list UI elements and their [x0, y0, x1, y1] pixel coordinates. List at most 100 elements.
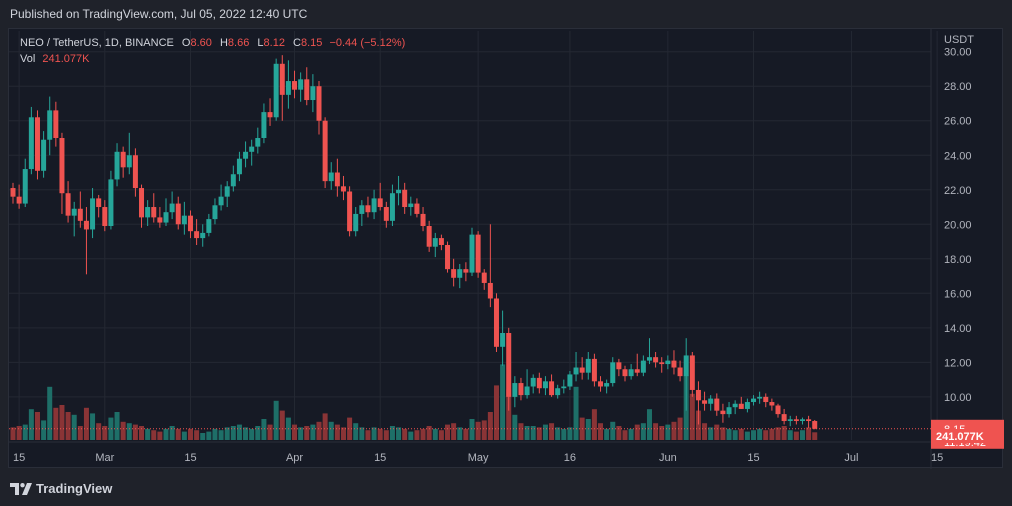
candle-body — [585, 358, 591, 373]
volume-bars — [10, 364, 818, 440]
volume-bar — [83, 407, 89, 440]
candle-body — [738, 403, 744, 409]
volume-bar — [224, 427, 230, 440]
candle-body — [169, 203, 175, 213]
volume-bar — [604, 428, 610, 440]
candle-body — [757, 396, 763, 399]
candle-body — [714, 398, 720, 411]
candle-body — [22, 169, 28, 204]
volume-bar — [781, 426, 787, 440]
candle-body — [353, 213, 359, 232]
volume-bar — [549, 423, 555, 440]
candle-body — [249, 146, 255, 152]
candle-body — [695, 389, 701, 401]
legend-open: 8.60 — [190, 37, 212, 49]
price-tick-label: 14.00 — [944, 323, 972, 335]
volume-bar — [542, 424, 548, 440]
price-tick-label: 18.00 — [944, 254, 972, 266]
legend-symbol[interactable]: NEO / TetherUS, 1D, BINANCE — [20, 37, 174, 49]
candle-body — [622, 369, 628, 377]
candle-body — [334, 172, 340, 187]
volume-bar — [665, 424, 671, 440]
candle-body — [157, 217, 163, 223]
candle-body — [720, 410, 726, 415]
tradingview-logo[interactable]: TradingView — [10, 481, 112, 496]
candle-body — [175, 203, 181, 225]
candle-body — [365, 205, 371, 213]
candle-body — [781, 414, 787, 422]
candle-body — [243, 151, 249, 159]
volume-bar — [738, 428, 744, 440]
volume-bar — [249, 428, 255, 440]
volume-bar — [126, 423, 132, 440]
volume-bar — [334, 424, 340, 440]
time-tick-label: 15 — [13, 452, 25, 464]
candle-body — [751, 398, 757, 403]
volume-bar — [187, 428, 193, 440]
candle-body — [445, 244, 451, 270]
volume-bar — [255, 426, 261, 440]
price-tick-label: 22.00 — [944, 185, 972, 197]
candle-body — [732, 403, 738, 408]
volume-bar — [377, 428, 383, 440]
candle-body — [769, 402, 775, 406]
candlestick-chart[interactable]: 10.00 12.00 14.00 16.00 18.00 20.00 22.00 24.00… — [9, 29, 1004, 469]
volume-bar — [108, 417, 114, 440]
candle-body — [310, 86, 316, 101]
candle-body — [273, 63, 279, 118]
legend-vol-label[interactable]: Vol — [20, 53, 36, 65]
volume-bar — [714, 424, 720, 440]
volume-bar — [530, 426, 536, 440]
candle-body — [218, 196, 224, 206]
candle-body — [646, 357, 652, 361]
candle-body — [512, 383, 518, 397]
volume-bar — [261, 419, 267, 440]
volume-bar — [347, 417, 353, 440]
volume-bar — [340, 427, 346, 440]
volume-bar — [500, 364, 506, 440]
volume-bar — [151, 430, 157, 440]
volume-bar — [414, 430, 420, 440]
legend-row-volume: Vol 241.077K — [20, 51, 405, 67]
legend-close: 8.15 — [300, 37, 323, 49]
volume-bar — [457, 427, 463, 440]
candle-body — [347, 191, 353, 232]
candle-body — [628, 369, 634, 377]
volume-bar — [420, 428, 426, 440]
candle-body — [555, 388, 561, 396]
candle-body — [451, 269, 457, 278]
volume-bar — [163, 428, 169, 440]
volume-bar — [90, 413, 96, 440]
volume-bar — [157, 431, 163, 440]
volume-bar — [365, 430, 371, 440]
candle-body — [383, 207, 389, 221]
tradingview-logo-icon — [10, 482, 32, 495]
chart-frame[interactable]: 10.00 12.00 14.00 16.00 18.00 20.00 22.00 24.00… — [8, 28, 1004, 469]
volume-bar — [181, 431, 187, 440]
volume-bar — [493, 385, 499, 440]
volume-bar — [451, 423, 457, 440]
time-tick-label: 16 — [564, 452, 576, 464]
candle-body — [530, 377, 536, 387]
candle-body — [653, 357, 659, 363]
candle-body — [53, 110, 59, 138]
candle-body — [279, 63, 285, 95]
volume-bar — [389, 426, 395, 440]
volume-bar — [65, 412, 71, 440]
candle-body — [438, 238, 444, 245]
candle-body — [402, 189, 408, 208]
candle-body — [561, 386, 567, 389]
volume-bar — [751, 430, 757, 440]
candle-body — [132, 155, 138, 189]
volume-bar — [524, 426, 530, 440]
volume-bar — [585, 419, 591, 440]
volume-bar — [169, 426, 175, 440]
candle-body — [96, 198, 102, 208]
legend: NEO / TetherUS, 1D, BINANCE O8.60 H8.66 … — [20, 35, 405, 67]
volume-bar — [102, 426, 108, 440]
volume-bar — [591, 409, 597, 440]
candle-body — [83, 220, 89, 230]
volume-bar — [536, 427, 542, 440]
candle-body — [359, 205, 365, 214]
candle-body — [799, 419, 805, 422]
